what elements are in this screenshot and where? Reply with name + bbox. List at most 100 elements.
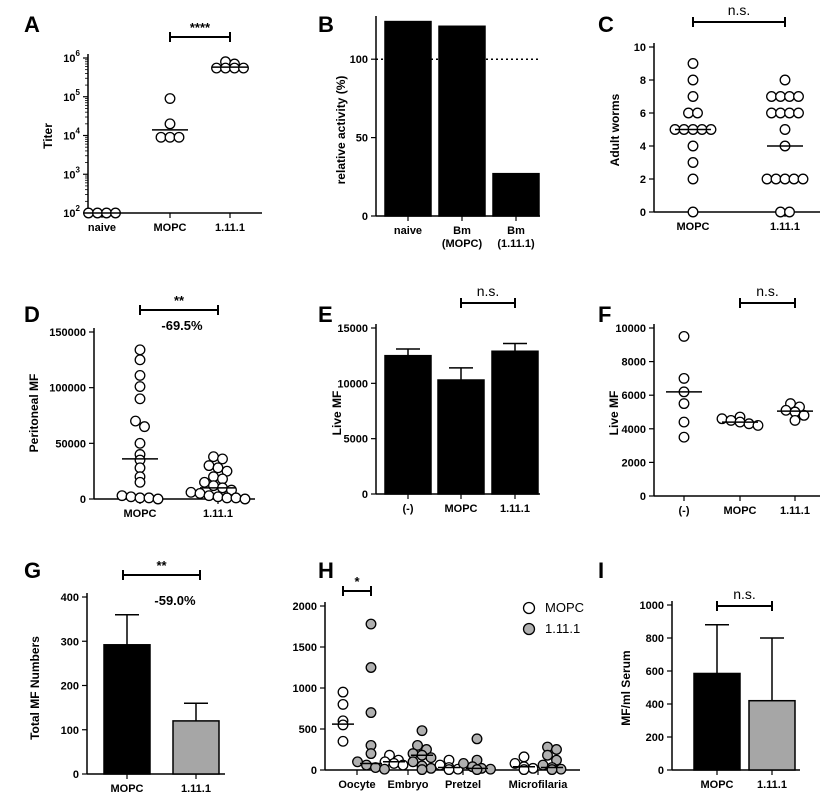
panel-f-x-tick-label: MOPC xyxy=(724,505,757,517)
panel-f-point xyxy=(678,431,690,443)
panel-c-point xyxy=(797,173,809,185)
panel-d-significance-label: ** xyxy=(174,293,185,308)
panel-c-point xyxy=(779,173,791,185)
panel-d-point xyxy=(217,473,228,485)
panel-b-bar xyxy=(438,25,486,217)
panel-d-point xyxy=(212,462,224,474)
panel-h-legend-marker xyxy=(522,622,536,636)
panel-d-point xyxy=(239,493,251,505)
panel-f-point xyxy=(678,416,690,428)
panel-d-point xyxy=(217,453,228,465)
panel-d-point xyxy=(134,354,146,366)
panel-f-y-tick-label: 0 xyxy=(640,491,646,503)
panel-d-point xyxy=(134,462,146,474)
panel-d-point xyxy=(134,344,146,356)
panel-a-point xyxy=(164,93,176,104)
panel-f-y-tick-label: 4000 xyxy=(622,424,646,436)
panel-g-y-tick-label: 300 xyxy=(61,636,79,648)
panel-c-point xyxy=(766,107,777,119)
panel-g-x-tick-label: MOPC xyxy=(111,783,144,795)
panel-h-ab-point xyxy=(361,759,372,771)
panel-d-y-axis-title: Peritoneal MF xyxy=(27,374,41,453)
panel-h-ab-point xyxy=(379,763,390,775)
panel-i-x-tick-label: 1.11.1 xyxy=(757,779,787,791)
panel-h-significance-label: * xyxy=(354,574,360,589)
panel-a-y-tick-label: 104 xyxy=(63,127,80,143)
panel-b-y-tick-label: 0 xyxy=(362,211,368,223)
panel-a-point xyxy=(164,118,176,130)
panel-a-point xyxy=(211,62,222,74)
panel-a-y-tick-label: 102 xyxy=(63,204,80,220)
panel-d-x-tick-label: 1.11.1 xyxy=(203,508,233,520)
panel-c-point xyxy=(687,74,699,86)
panel-h-mopc-point xyxy=(527,762,539,774)
panel-d-percent-change-label: -69.5% xyxy=(161,318,203,333)
panel-d-point xyxy=(212,491,224,503)
panel-d-point xyxy=(208,451,219,463)
panel-g-percent-change-label: -59.0% xyxy=(154,593,196,608)
panel-h-mopc-point xyxy=(518,751,530,763)
panel-g-bar xyxy=(172,720,220,775)
panel-h-y-tick-label: 0 xyxy=(311,765,317,777)
panel-f-y-tick-label: 2000 xyxy=(622,457,646,469)
panel-h-x-tick-label: Pretzel xyxy=(445,779,481,791)
panel-a-label: A xyxy=(24,12,40,37)
panel-d-point xyxy=(221,492,233,504)
panel-e-x-tick-label: (-) xyxy=(403,503,414,515)
panel-c-label: C xyxy=(598,12,614,37)
panel-h-ab-point xyxy=(458,757,469,769)
panel-f-point xyxy=(725,414,737,426)
panel-c-point xyxy=(687,206,699,218)
panel-e-y-tick-label: 0 xyxy=(362,489,368,501)
panel-a-y-tick-label: 103 xyxy=(63,165,80,181)
panel-h-legend-label: 1.11.1 xyxy=(545,621,580,636)
panel-b-bar xyxy=(492,172,540,217)
panel-h-ab-point xyxy=(471,764,483,776)
panel-d-point xyxy=(194,487,206,499)
panel-a-point xyxy=(164,131,176,143)
panel-h-mopc-point xyxy=(337,719,349,731)
panel-i-y-tick-label: 0 xyxy=(658,765,664,777)
panel-e-label: E xyxy=(318,302,333,327)
panel-a-point xyxy=(229,62,240,74)
panel-c-point xyxy=(784,91,795,102)
panel-d-point xyxy=(125,491,137,503)
panel-e-significance-label: n.s. xyxy=(477,283,500,299)
panel-b-y-tick-label: 100 xyxy=(350,54,368,66)
panel-f-x-tick-label: (-) xyxy=(679,505,690,517)
panel-d-x-tick-label: MOPC xyxy=(124,508,157,520)
panel-d-point xyxy=(152,493,164,505)
panel-h-ab-point xyxy=(425,752,437,764)
panel-i-y-tick-label: 200 xyxy=(646,732,664,744)
panel-f-y-tick-label: 6000 xyxy=(622,390,646,402)
panel-g-y-axis-title: Total MF Numbers xyxy=(28,636,42,740)
panel-h-x-tick-label: Oocyte xyxy=(338,779,375,791)
panel-i-x-tick-label: MOPC xyxy=(701,779,734,791)
panel-e-y-tick-label: 10000 xyxy=(337,378,368,390)
panel-f-point xyxy=(798,409,810,421)
panel-h-ab-point xyxy=(471,733,483,745)
panel-f-point xyxy=(780,404,792,416)
panel-c-y-tick-label: 8 xyxy=(640,75,646,87)
panel-h-mopc-point xyxy=(337,735,349,747)
panel-g-y-tick-label: 0 xyxy=(73,769,79,781)
panel-c-point xyxy=(784,206,795,218)
panel-e-bar xyxy=(384,354,432,495)
panel-f-point xyxy=(678,398,690,410)
panel-c-point xyxy=(770,173,782,185)
panel-f-y-axis-title: Live MF xyxy=(607,391,621,436)
panel-d-point xyxy=(134,476,146,488)
panel-h-ab-point xyxy=(416,764,428,776)
panel-h-x-tick-label: Embryo xyxy=(388,779,429,791)
panel-g-significance-label: ** xyxy=(156,558,167,573)
panel-h-ab-point xyxy=(542,749,553,761)
panel-e-x-tick-label: MOPC xyxy=(445,503,478,515)
panel-e-y-tick-label: 15000 xyxy=(337,323,368,335)
panel-c-y-tick-label: 6 xyxy=(640,108,646,120)
panel-b-bar xyxy=(384,20,432,217)
panel-i-bar xyxy=(748,699,796,771)
panel-c-y-tick-label: 4 xyxy=(640,141,647,153)
panel-h-ab-point xyxy=(546,764,558,776)
panel-a-x-tick-label: MOPC xyxy=(154,222,187,234)
